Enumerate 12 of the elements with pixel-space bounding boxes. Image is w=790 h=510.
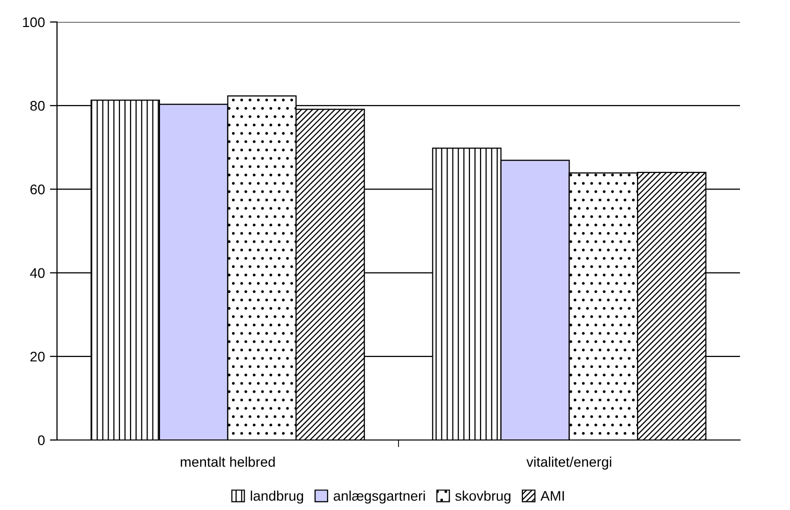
legend-label: skovbrug xyxy=(455,490,510,504)
y-tick-label: 80 xyxy=(30,100,45,111)
y-tick-label: 40 xyxy=(30,268,45,278)
legend-label: landbrug xyxy=(250,490,304,504)
y-tick-label: 100 xyxy=(23,17,45,28)
y-tick-label: 0 xyxy=(38,435,45,446)
legend-label: anlægsgartneri xyxy=(334,490,425,504)
x-tick-label: vitalitet/energi xyxy=(526,456,612,470)
y-tick-label: 60 xyxy=(30,184,45,194)
y-tick-label: 20 xyxy=(30,352,45,362)
x-tick-label: mentalt helbred xyxy=(180,456,275,467)
legend-label: AMI xyxy=(540,491,564,501)
